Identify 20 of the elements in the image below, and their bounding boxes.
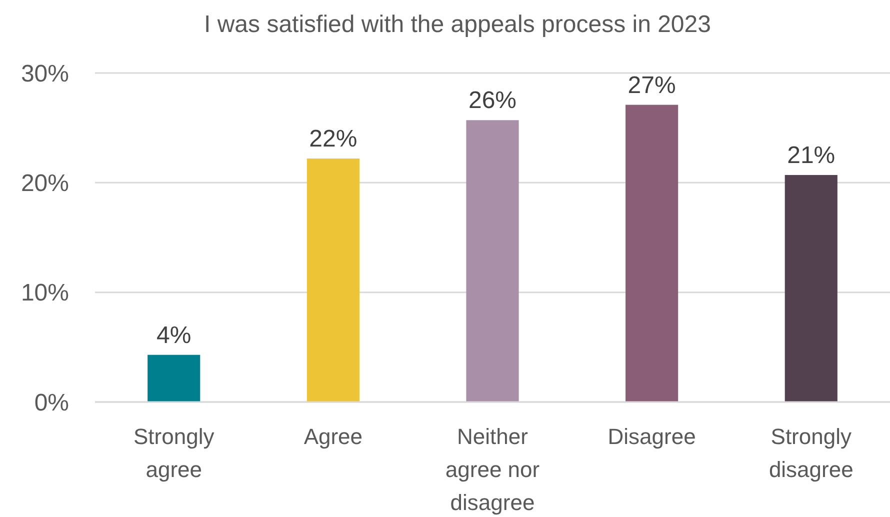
data-label: 22%	[309, 126, 358, 153]
bar	[466, 120, 519, 402]
data-label: 26%	[468, 87, 517, 114]
x-tick-label: Agree	[304, 424, 363, 449]
bar	[306, 158, 360, 402]
bar	[626, 104, 678, 402]
x-tick-label: Strongly disagree	[768, 424, 854, 482]
data-label: 21%	[787, 142, 836, 169]
x-tick-label: Disagree	[608, 424, 696, 449]
y-tick-label: 0%	[34, 389, 69, 416]
y-tick-label: 20%	[20, 170, 69, 198]
data-label: 4%	[156, 322, 192, 349]
data-label: 27%	[628, 72, 676, 99]
y-tick-label: 30%	[20, 60, 69, 88]
chart-title: I was satisfied with the appeals process in 2023	[204, 11, 711, 38]
y-tick-label: 10%	[20, 280, 69, 307]
bar	[784, 174, 838, 402]
x-tick-label: Strongly agree	[134, 424, 214, 482]
x-tick-label: Neither agree nor disagree	[445, 424, 540, 515]
bar	[148, 354, 200, 402]
